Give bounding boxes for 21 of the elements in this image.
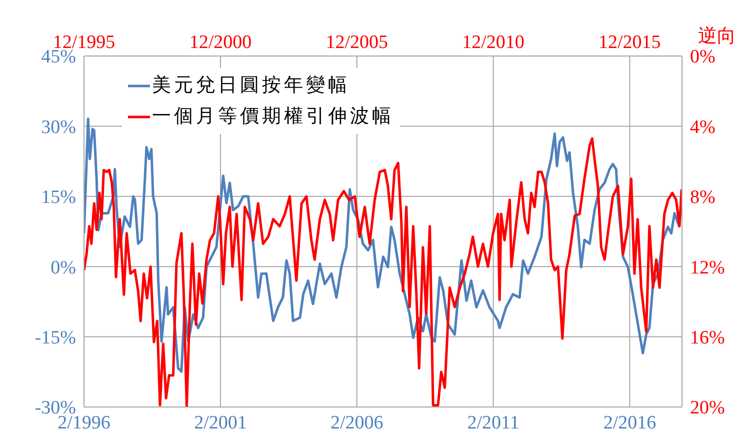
y2-tick-label: 0%	[690, 46, 716, 68]
y2-tick-label: 8%	[690, 187, 716, 208]
x-tick-label: 2/2006	[330, 412, 384, 434]
x-tick-label: 2/2001	[194, 412, 247, 434]
y2-tick-label: 4%	[690, 116, 716, 138]
y-tick-label: 15%	[41, 187, 76, 208]
x2-tick-label: 12/2015	[598, 32, 661, 53]
y2-tick-label: 16%	[690, 328, 725, 349]
y2-tick-label: 12%	[690, 257, 725, 278]
legend-label: 美元兌日圓按年變幅	[152, 74, 350, 98]
legend-label: 一個月等價期權引伸波幅	[152, 105, 394, 129]
y-tick-label: -15%	[34, 328, 76, 349]
x2-tick-label: 12/2005	[326, 32, 388, 53]
x-tick-label: 2/2011	[467, 412, 520, 434]
x2-tick-label: 12/2000	[189, 32, 252, 53]
x-tick-label: 2/2016	[603, 412, 656, 434]
y2-axis-title: 逆向	[698, 26, 736, 47]
y-tick-label: 30%	[41, 116, 76, 138]
y2-tick-label: 20%	[690, 398, 725, 419]
y-tick-label: 0%	[50, 257, 76, 278]
x2-tick-label: 12/2010	[462, 32, 524, 53]
